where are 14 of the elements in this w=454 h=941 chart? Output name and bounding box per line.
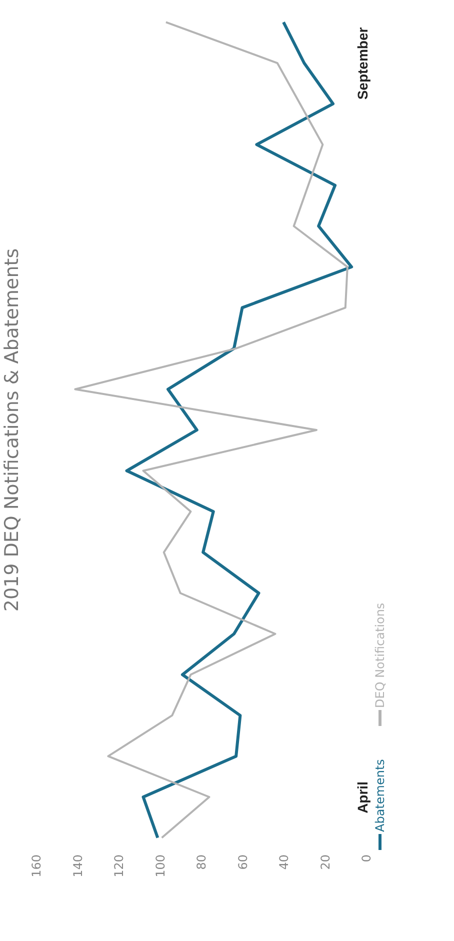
x-tick-label: 160	[30, 854, 44, 878]
text: 2019 DEQ Notifications & Abatements	[1, 248, 23, 612]
y-tick-label: April	[354, 782, 370, 814]
x-tick-label: 0	[360, 854, 374, 862]
x-tick-label: 140	[70, 854, 85, 878]
text: Abatements	[373, 759, 387, 832]
x-tick-label: 120	[112, 854, 126, 878]
x-tick-label: 100	[153, 854, 168, 878]
x-tick-label: 40	[277, 854, 291, 870]
x-tick-label: 80	[194, 854, 208, 870]
x-tick-label: 60	[236, 854, 250, 870]
text: DEQ Notifications	[373, 602, 387, 708]
y-tick-label: September	[354, 26, 370, 100]
x-tick-label: 20	[318, 854, 332, 870]
